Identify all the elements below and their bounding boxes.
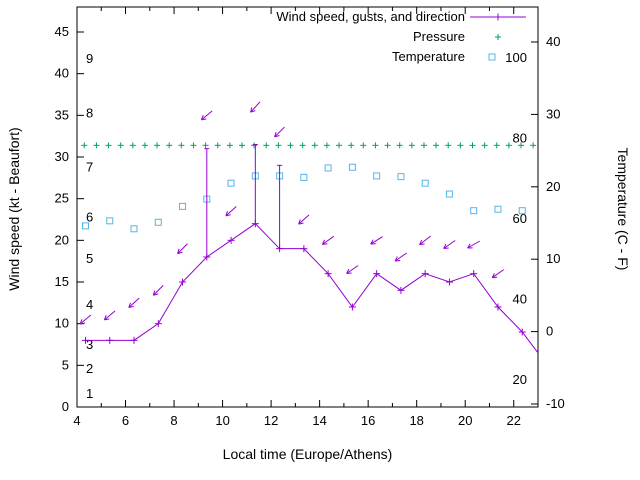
svg-text:40: 40	[55, 66, 69, 81]
svg-text:18: 18	[409, 413, 423, 428]
svg-text:80: 80	[513, 131, 527, 146]
svg-text:4: 4	[73, 413, 80, 428]
svg-text:20: 20	[546, 179, 560, 194]
svg-text:3: 3	[86, 337, 93, 352]
svg-text:20: 20	[55, 232, 69, 247]
svg-text:7: 7	[86, 160, 93, 175]
svg-text:12: 12	[264, 413, 278, 428]
svg-text:22: 22	[507, 413, 521, 428]
svg-text:25: 25	[55, 191, 69, 206]
svg-text:30: 30	[546, 106, 560, 121]
svg-text:15: 15	[55, 274, 69, 289]
legend-markers	[470, 13, 526, 61]
svg-text:35: 35	[55, 107, 69, 122]
svg-text:0: 0	[62, 399, 69, 414]
svg-text:16: 16	[361, 413, 375, 428]
svg-text:0: 0	[546, 324, 553, 339]
y-left-axis-title: Wind speed (kt - Beaufort)	[6, 127, 22, 291]
svg-text:100: 100	[505, 50, 527, 65]
axes: 4 6 8 10 12 14 16 18 20 22051015202530354045-1001…	[55, 6, 565, 428]
svg-text:9: 9	[86, 51, 93, 66]
legend-item-temperature-label: Temperature	[392, 49, 465, 64]
svg-text:8: 8	[86, 105, 93, 120]
svg-text:60: 60	[513, 211, 527, 226]
legend-item-wind-label: Wind speed, gusts, and direction	[276, 9, 465, 24]
svg-text:1: 1	[86, 386, 93, 401]
svg-text:6: 6	[86, 210, 93, 225]
svg-text:4: 4	[86, 297, 93, 312]
svg-text:40: 40	[513, 291, 527, 306]
svg-text:20: 20	[513, 372, 527, 387]
svg-text:45: 45	[55, 24, 69, 39]
svg-text:20: 20	[458, 413, 472, 428]
svg-text:5: 5	[86, 251, 93, 266]
svg-text:14: 14	[312, 413, 326, 428]
svg-text:10: 10	[215, 413, 229, 428]
temperature-series	[81, 163, 526, 233]
legend-item-pressure-label: Pressure	[412, 29, 465, 44]
pressure-series	[81, 142, 537, 149]
x-axis-title: Local time (Europe/Athens)	[222, 446, 393, 462]
y-right-axis-title: Temperature (C - F)	[615, 147, 631, 271]
svg-text:10: 10	[55, 316, 69, 331]
svg-text:10: 10	[546, 251, 560, 266]
svg-text:2: 2	[86, 361, 93, 376]
svg-text:5: 5	[62, 357, 69, 372]
svg-text:40: 40	[546, 34, 560, 49]
svg-text:6: 6	[122, 413, 129, 428]
svg-text:8: 8	[170, 413, 177, 428]
wind-series	[79, 101, 539, 354]
svg-text:-10: -10	[546, 396, 565, 411]
svg-text:30: 30	[55, 149, 69, 164]
